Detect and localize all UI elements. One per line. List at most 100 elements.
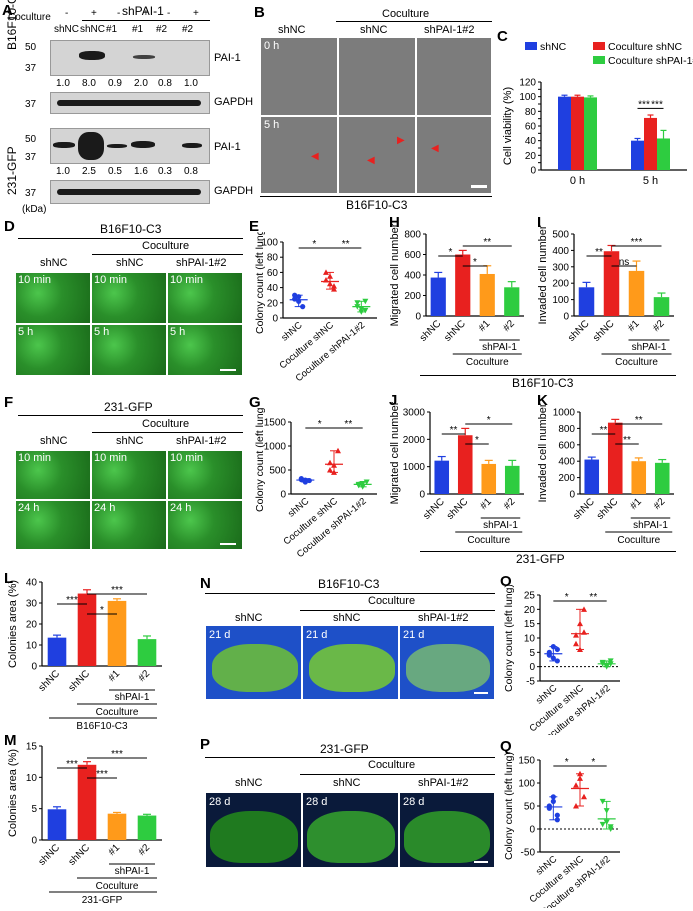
x-tick-label: #2 bbox=[651, 318, 667, 334]
p-title-line bbox=[205, 757, 495, 758]
y-tick-label: 80 bbox=[525, 107, 537, 118]
img-label: 10 min bbox=[170, 452, 204, 464]
band-quant: 1.0 bbox=[184, 78, 198, 89]
condition-label: Coculture bbox=[615, 357, 658, 368]
bar bbox=[455, 254, 471, 316]
shpai1-group-label: shPAI-1 bbox=[122, 4, 164, 18]
y-tick-label: 120 bbox=[519, 78, 536, 89]
data-point bbox=[554, 646, 560, 653]
lane-sign: - bbox=[117, 8, 121, 19]
d-title: B16F10-C3 bbox=[100, 222, 162, 236]
panel-label-e: E bbox=[249, 218, 260, 235]
western-blot-pai1-b16 bbox=[50, 40, 210, 76]
significance-label: *** bbox=[96, 769, 108, 780]
y-tick-label: 10 bbox=[26, 641, 38, 652]
n-title: B16F10-C3 bbox=[318, 577, 380, 591]
y-tick-label: 15 bbox=[524, 619, 536, 630]
significance-label: * bbox=[449, 247, 453, 258]
d-coculture: Coculture bbox=[142, 240, 190, 252]
condition-label: Coculture bbox=[467, 535, 510, 546]
y-tick-label: 0 bbox=[529, 662, 535, 673]
y-tick-label: 1000 bbox=[264, 442, 287, 453]
western-blot-gapdh-231 bbox=[50, 180, 210, 204]
data-point bbox=[573, 640, 579, 647]
bar bbox=[558, 96, 571, 170]
y-tick-label: 10 bbox=[524, 634, 536, 645]
bar bbox=[607, 422, 623, 494]
arrowhead-icon: ◀ bbox=[431, 143, 439, 154]
panel-label-g: G bbox=[249, 394, 261, 411]
panel-label-p: P bbox=[200, 736, 211, 753]
band-quant: 1.0 bbox=[56, 78, 70, 89]
panel-label-l: L bbox=[4, 570, 14, 587]
n-coculture-line bbox=[300, 610, 495, 611]
significance-label: ** bbox=[635, 415, 643, 426]
significance-label: * bbox=[318, 419, 322, 430]
legend-swatch bbox=[593, 42, 605, 50]
y-tick-label: 0 bbox=[569, 490, 575, 501]
hi-footer-line bbox=[420, 375, 676, 376]
y-tick-label: 0 bbox=[272, 314, 278, 325]
mw-37: 37 bbox=[25, 63, 37, 74]
f-title-line bbox=[18, 415, 243, 416]
y-tick-label: 15 bbox=[26, 742, 38, 753]
data-point bbox=[362, 307, 369, 314]
y-tick-label: 60 bbox=[525, 122, 537, 133]
bar bbox=[578, 287, 595, 316]
y-tick-label: 40 bbox=[267, 283, 279, 294]
condition-label: Coculture bbox=[96, 881, 139, 892]
chart-m: 0 5 10 15 Colonies area (%) shNC shNC #1 #2 shPAI… bbox=[7, 742, 162, 906]
arrowhead-icon: ▶ bbox=[397, 135, 405, 146]
y-tick-label: 0 bbox=[31, 662, 37, 673]
y-tick-label: 800 bbox=[558, 424, 575, 435]
b-col-shnc: shNC bbox=[278, 24, 306, 36]
panel-label-h: H bbox=[389, 214, 400, 231]
b-coculture-label: Coculture bbox=[382, 8, 430, 20]
significance-label: ns bbox=[619, 257, 630, 268]
lane-sign: - bbox=[65, 8, 69, 19]
b-col-cocult-shnc: shNC bbox=[360, 24, 388, 36]
group-bracket-line bbox=[82, 20, 210, 21]
jk-footer: 231-GFP bbox=[516, 552, 565, 566]
y-tick-label: 1500 bbox=[264, 418, 287, 429]
y-axis-label: Colonies area (%) bbox=[7, 580, 19, 668]
micrograph bbox=[416, 37, 492, 116]
x-tick-label: shNC bbox=[571, 496, 596, 521]
bar bbox=[137, 815, 157, 840]
img-label: 5 h bbox=[94, 326, 110, 338]
significance-label: * bbox=[473, 257, 477, 268]
y-tick-label: 30 bbox=[26, 599, 38, 610]
y-tick-label: 0 bbox=[280, 490, 286, 501]
group-label: shPAI-1 bbox=[483, 520, 518, 531]
y-axis-label: Colonies area (%) bbox=[7, 749, 19, 837]
blot-band bbox=[131, 141, 155, 148]
y-tick-label: 10 bbox=[26, 773, 38, 784]
group-label: shPAI-1 bbox=[633, 520, 668, 531]
y-tick-label: 5 bbox=[31, 804, 37, 815]
blot-band bbox=[133, 55, 155, 59]
band-quant: 1.6 bbox=[134, 166, 148, 177]
band-quant: 1.0 bbox=[56, 166, 70, 177]
significance-label: * bbox=[565, 757, 569, 768]
n-coculture: Coculture bbox=[368, 595, 416, 607]
scale-bar bbox=[474, 692, 488, 694]
p-coculture: Coculture bbox=[368, 759, 416, 771]
bar bbox=[504, 465, 520, 494]
significance-label: * bbox=[591, 757, 595, 768]
f-coculture-line bbox=[92, 432, 243, 433]
lane-sign: + bbox=[91, 8, 97, 19]
band-quant: 2.5 bbox=[82, 166, 96, 177]
significance-label: * bbox=[475, 435, 479, 446]
x-tick-label: shNC bbox=[37, 842, 62, 867]
n-col-0: shNC bbox=[235, 612, 263, 624]
img-label: 24 h bbox=[170, 502, 192, 514]
x-tick-label: #1 bbox=[628, 496, 644, 512]
significance-label: * bbox=[487, 415, 491, 426]
significance-label: * bbox=[565, 592, 569, 603]
y-tick-label: 100 bbox=[518, 779, 535, 790]
arrowhead-icon: ◀ bbox=[311, 151, 319, 162]
blot-band bbox=[57, 100, 201, 106]
blot-band bbox=[78, 132, 104, 160]
b-col-shpai: shPAI-1#2 bbox=[424, 24, 475, 36]
